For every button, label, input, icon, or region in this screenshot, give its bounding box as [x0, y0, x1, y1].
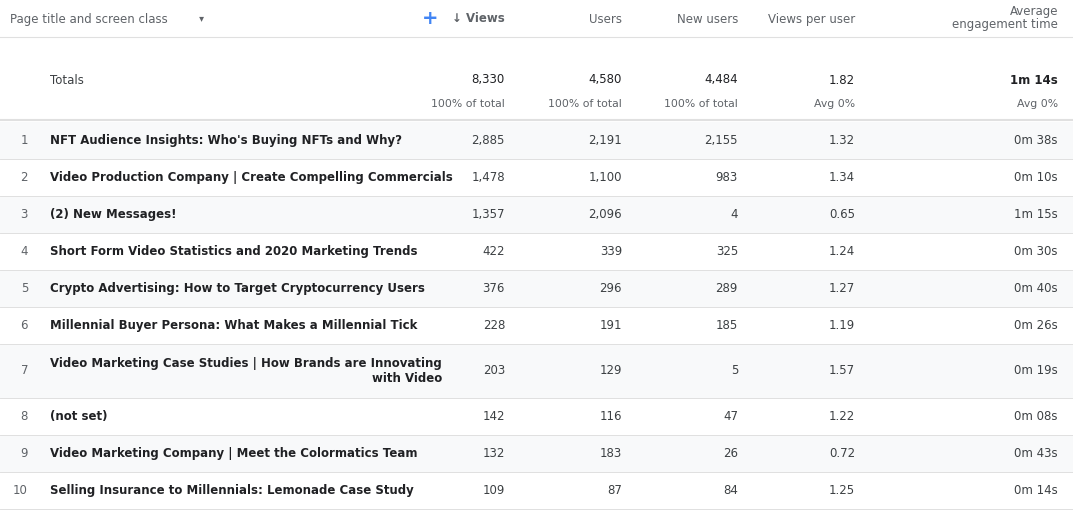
Text: 100% of total: 100% of total: [548, 99, 622, 109]
Text: 8: 8: [20, 410, 28, 423]
Text: +: +: [422, 10, 438, 29]
Text: 142: 142: [483, 410, 505, 423]
Text: 1m 15s: 1m 15s: [1014, 208, 1058, 221]
Text: 203: 203: [483, 364, 505, 378]
Bar: [0, 344, 1073, 398]
Text: 84: 84: [723, 484, 738, 497]
Bar: [0, 270, 1073, 307]
Text: 0m 30s: 0m 30s: [1014, 245, 1058, 258]
Text: 0m 38s: 0m 38s: [1014, 134, 1058, 147]
Text: 339: 339: [600, 245, 622, 258]
Text: 1.25: 1.25: [828, 484, 855, 497]
Text: 9: 9: [20, 447, 28, 460]
Text: Views per user: Views per user: [768, 13, 855, 26]
Text: 325: 325: [716, 245, 738, 258]
Text: 1,100: 1,100: [588, 171, 622, 184]
Text: 0m 40s: 0m 40s: [1014, 282, 1058, 295]
Text: 1.57: 1.57: [828, 364, 855, 378]
Text: 4: 4: [731, 208, 738, 221]
Text: 1.24: 1.24: [828, 245, 855, 258]
Text: 2,885: 2,885: [472, 134, 505, 147]
Text: Totals: Totals: [50, 74, 84, 86]
Text: 0m 10s: 0m 10s: [1014, 171, 1058, 184]
Text: 422: 422: [483, 245, 505, 258]
Text: 1.82: 1.82: [828, 74, 855, 86]
Text: NFT Audience Insights: Who's Buying NFTs and Why?: NFT Audience Insights: Who's Buying NFTs…: [50, 134, 402, 147]
Text: 87: 87: [607, 484, 622, 497]
Text: Users: Users: [589, 13, 622, 26]
Text: ↓ Views: ↓ Views: [452, 12, 505, 26]
Text: 5: 5: [20, 282, 28, 295]
Text: 47: 47: [723, 410, 738, 423]
Text: 1,478: 1,478: [471, 171, 505, 184]
Text: 5: 5: [731, 364, 738, 378]
Text: 26: 26: [723, 447, 738, 460]
Text: engagement time: engagement time: [952, 18, 1058, 31]
Text: Video Marketing Company | Meet the Colormatics Team: Video Marketing Company | Meet the Color…: [50, 447, 417, 460]
Text: 0m 26s: 0m 26s: [1014, 319, 1058, 332]
Text: 983: 983: [716, 171, 738, 184]
Text: 100% of total: 100% of total: [664, 99, 738, 109]
Text: 1.19: 1.19: [828, 319, 855, 332]
Text: 1.34: 1.34: [828, 171, 855, 184]
Text: 183: 183: [600, 447, 622, 460]
Text: 1.32: 1.32: [828, 134, 855, 147]
Text: 0m 14s: 0m 14s: [1014, 484, 1058, 497]
Text: (2) New Messages!: (2) New Messages!: [50, 208, 176, 221]
Text: 7: 7: [20, 364, 28, 378]
Text: 1.22: 1.22: [828, 410, 855, 423]
Text: ▾: ▾: [196, 14, 204, 24]
Text: 228: 228: [483, 319, 505, 332]
Text: Video Production Company | Create Compelling Commercials: Video Production Company | Create Compel…: [50, 171, 453, 184]
Text: 1: 1: [20, 134, 28, 147]
Text: Millennial Buyer Persona: What Makes a Millennial Tick: Millennial Buyer Persona: What Makes a M…: [50, 319, 417, 332]
Text: 2,155: 2,155: [705, 134, 738, 147]
Bar: [0, 435, 1073, 472]
Text: 0m 08s: 0m 08s: [1014, 410, 1058, 423]
Text: 0.65: 0.65: [829, 208, 855, 221]
Text: 109: 109: [483, 484, 505, 497]
Text: 191: 191: [600, 319, 622, 332]
Text: 2,096: 2,096: [588, 208, 622, 221]
Bar: [0, 196, 1073, 233]
Text: 0m 43s: 0m 43s: [1014, 447, 1058, 460]
Text: 1,357: 1,357: [471, 208, 505, 221]
Text: Crypto Advertising: How to Target Cryptocurrency Users: Crypto Advertising: How to Target Crypto…: [50, 282, 425, 295]
Text: 0m 19s: 0m 19s: [1014, 364, 1058, 378]
Text: 4: 4: [20, 245, 28, 258]
Text: 1m 14s: 1m 14s: [1011, 74, 1058, 86]
Text: 1.27: 1.27: [828, 282, 855, 295]
Text: Avg 0%: Avg 0%: [814, 99, 855, 109]
Text: Video Marketing Case Studies | How Brands are Innovating
with Video: Video Marketing Case Studies | How Brand…: [50, 357, 442, 385]
Text: 6: 6: [20, 319, 28, 332]
Text: 129: 129: [600, 364, 622, 378]
Text: Average: Average: [1010, 5, 1058, 18]
Text: 3: 3: [20, 208, 28, 221]
Text: 100% of total: 100% of total: [431, 99, 505, 109]
Text: Avg 0%: Avg 0%: [1017, 99, 1058, 109]
Text: New users: New users: [677, 13, 738, 26]
Text: Short Form Video Statistics and 2020 Marketing Trends: Short Form Video Statistics and 2020 Mar…: [50, 245, 417, 258]
Text: (not set): (not set): [50, 410, 107, 423]
Text: Selling Insurance to Millennials: Lemonade Case Study: Selling Insurance to Millennials: Lemona…: [50, 484, 414, 497]
Text: 2: 2: [20, 171, 28, 184]
Text: 296: 296: [600, 282, 622, 295]
Text: 10: 10: [13, 484, 28, 497]
Bar: [0, 122, 1073, 159]
Text: 185: 185: [716, 319, 738, 332]
Text: 116: 116: [600, 410, 622, 423]
Text: 4,484: 4,484: [704, 74, 738, 86]
Text: 8,330: 8,330: [472, 74, 505, 86]
Text: 4,580: 4,580: [589, 74, 622, 86]
Text: 132: 132: [483, 447, 505, 460]
Text: 289: 289: [716, 282, 738, 295]
Text: 0.72: 0.72: [828, 447, 855, 460]
Text: Page title and screen class: Page title and screen class: [10, 12, 167, 26]
Text: 376: 376: [483, 282, 505, 295]
Text: 2,191: 2,191: [588, 134, 622, 147]
